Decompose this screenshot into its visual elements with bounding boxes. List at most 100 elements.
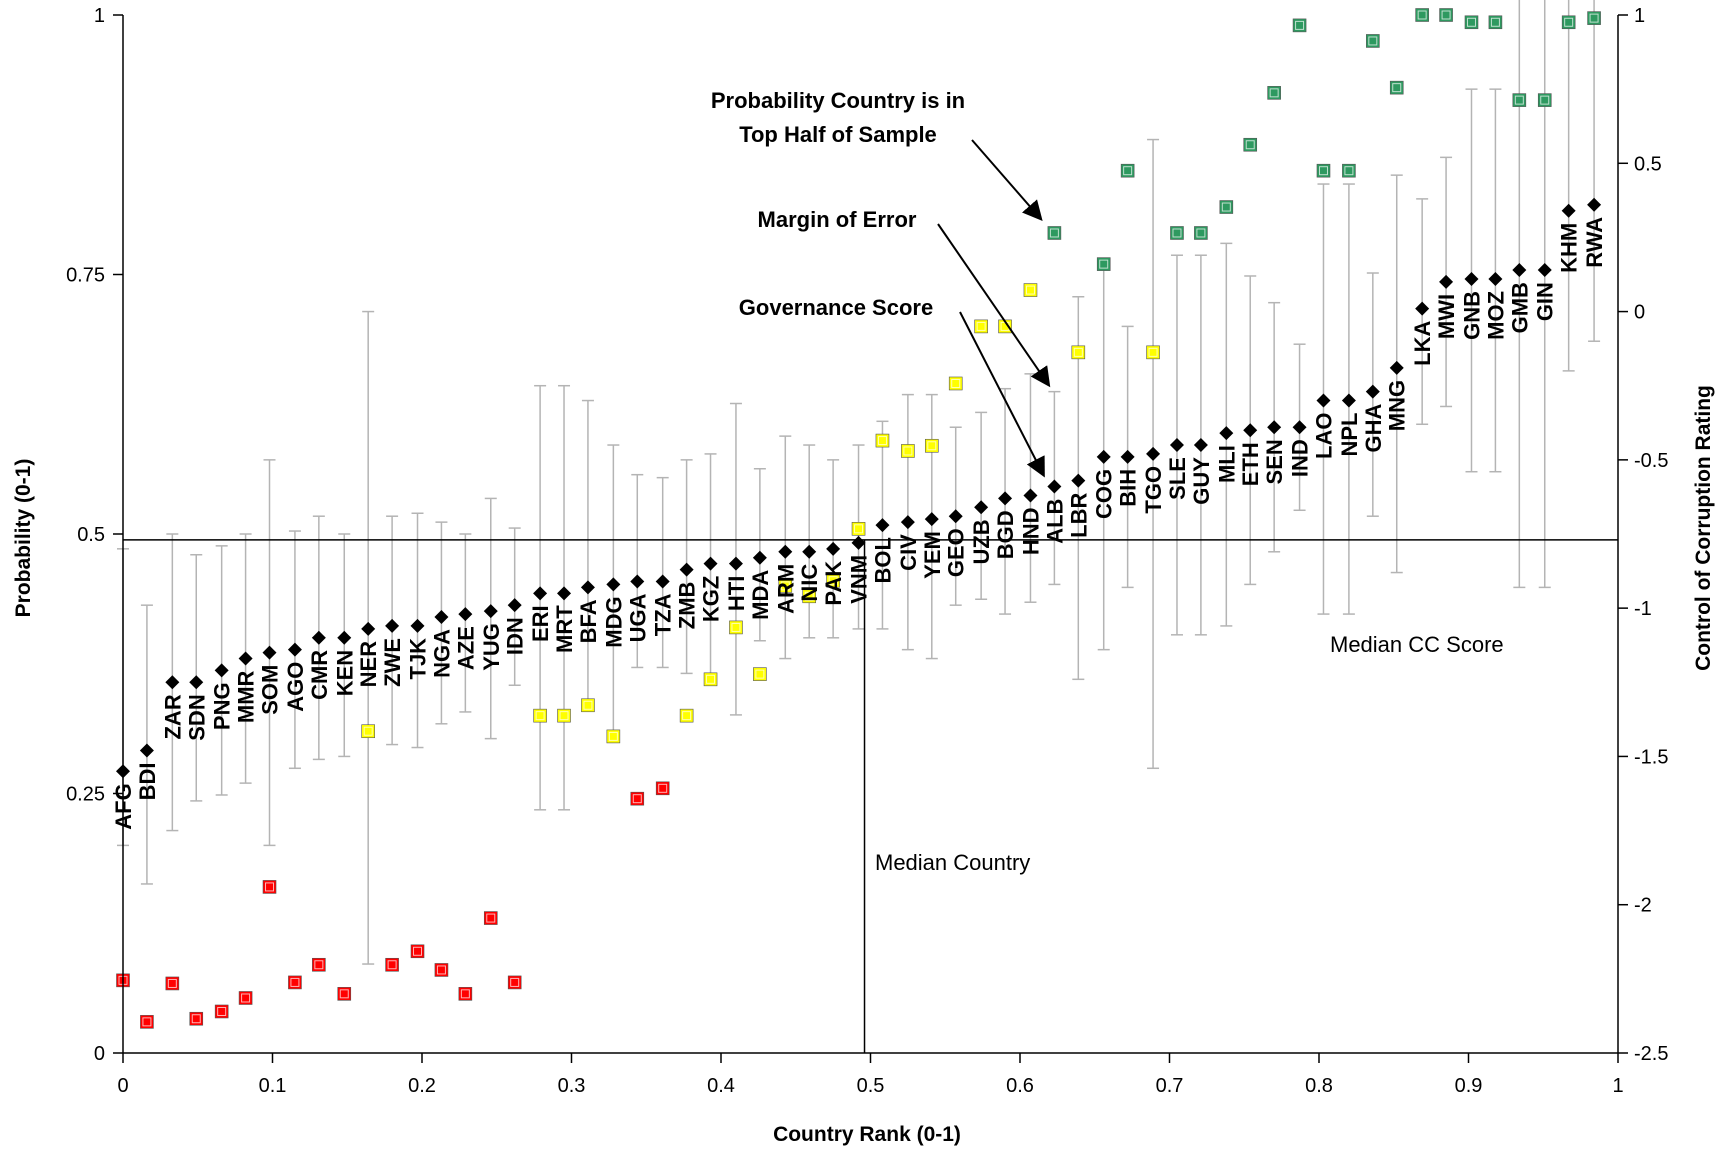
country-label: NER xyxy=(356,641,381,688)
x-tick-label: 0.2 xyxy=(408,1075,436,1097)
probability-annotation-line1: Probability Country is in xyxy=(711,88,965,113)
governance-score-point xyxy=(533,586,548,601)
country-label: LBR xyxy=(1066,493,1091,538)
country-label: NGA xyxy=(429,629,454,678)
probability-point xyxy=(1096,257,1111,271)
country-label: GMB xyxy=(1507,282,1532,333)
error-bar xyxy=(631,473,644,669)
probability-point xyxy=(1243,137,1258,152)
probability-point xyxy=(1488,15,1503,30)
governance-score-point xyxy=(1047,479,1062,494)
country-label: KEN xyxy=(332,650,357,696)
probability-point xyxy=(703,672,718,687)
governance-score-point xyxy=(998,491,1013,506)
governance-score-point xyxy=(361,621,376,636)
country-label: IND xyxy=(1288,439,1313,477)
governance-score-point xyxy=(778,544,793,559)
probability-point xyxy=(778,579,793,593)
x-tick-label: 0.7 xyxy=(1156,1075,1184,1097)
governance-score-point xyxy=(557,586,572,601)
governance-score-point xyxy=(924,512,939,527)
country-label: GHA xyxy=(1361,404,1386,453)
error-bar xyxy=(581,399,594,707)
error-bar xyxy=(362,310,375,965)
governance-score-point xyxy=(1292,420,1307,435)
probability-point xyxy=(1219,200,1234,214)
y-tick-label: 0.75 xyxy=(66,265,105,287)
probability-point xyxy=(729,620,743,635)
governance-score-point xyxy=(948,509,963,524)
probability-point xyxy=(238,991,253,1005)
country-label: SOM xyxy=(258,665,283,715)
governance-score-point xyxy=(410,618,425,633)
country-label: HTI xyxy=(724,576,749,611)
error-bar xyxy=(925,393,938,660)
probability-point xyxy=(189,1011,204,1026)
probability-point xyxy=(1439,8,1453,22)
probability-point xyxy=(410,944,425,959)
x-tick-label: 0.5 xyxy=(857,1075,885,1097)
probability-point xyxy=(557,708,571,723)
x-tick-label: 0.4 xyxy=(707,1075,735,1097)
error-bar xyxy=(1538,0,1551,589)
governance-score-point xyxy=(1267,420,1282,435)
error-bar xyxy=(338,533,351,758)
governance-score-point xyxy=(165,675,180,690)
country-label: MOZ xyxy=(1483,291,1508,340)
probability-point xyxy=(312,957,326,972)
x-tick-label: 0.9 xyxy=(1455,1075,1483,1097)
probability-point xyxy=(1464,15,1479,30)
governance-score-point xyxy=(1071,473,1086,488)
governance-score-point xyxy=(139,743,154,758)
y-tick-label: 1 xyxy=(94,5,105,27)
country-label: IDN xyxy=(503,617,528,655)
country-label: CIV xyxy=(896,534,921,571)
probability-point xyxy=(288,975,302,990)
governance-score-point xyxy=(311,630,326,645)
y-ticks: 0 0.25 0.5 0.75 1 xyxy=(66,5,123,1065)
governance-score-point xyxy=(238,651,253,666)
reference-lines xyxy=(123,539,1618,1053)
probability-point xyxy=(165,976,180,991)
governance-score-point xyxy=(1488,271,1503,286)
y2-tick-label: -1 xyxy=(1634,598,1652,620)
probability-point xyxy=(1071,345,1086,360)
probability-point xyxy=(630,791,645,806)
country-label: ALB xyxy=(1042,499,1067,544)
probability-point xyxy=(1561,15,1576,30)
error-bar xyxy=(803,444,816,639)
y2-tick-label: 0.5 xyxy=(1634,153,1662,175)
governance-score-point xyxy=(826,541,841,556)
error-bar xyxy=(656,476,669,669)
probability-point xyxy=(802,589,817,604)
governance-score-point xyxy=(1243,423,1258,438)
probability-point xyxy=(361,724,375,739)
governance-score-point xyxy=(580,580,595,595)
governance-score-arrow xyxy=(959,311,1045,478)
probability-point xyxy=(507,975,522,990)
y2-ticks: -2.5 -2 -1.5 -1 -0.5 0 0.5 1 xyxy=(1618,5,1668,1065)
country-label: BFA xyxy=(576,599,601,643)
probability-markers xyxy=(116,8,1601,1029)
country-label: RWA xyxy=(1582,217,1607,268)
y2-tick-label: -1.5 xyxy=(1634,746,1668,768)
probability-point xyxy=(655,781,670,796)
country-label: NPL xyxy=(1337,413,1362,457)
country-label: YEM xyxy=(920,531,945,579)
governance-score-point xyxy=(1439,274,1454,289)
country-label: BDI xyxy=(135,762,160,800)
probability-point xyxy=(434,963,449,977)
y-tick-label: 0.25 xyxy=(66,784,105,806)
country-label: MDG xyxy=(601,596,626,647)
governance-score-point xyxy=(655,574,670,589)
country-label: AZE xyxy=(453,626,478,670)
country-label: KHM xyxy=(1557,223,1582,273)
governance-score-point xyxy=(1587,197,1602,212)
governance-score-point xyxy=(679,562,694,577)
governance-score-point xyxy=(385,618,400,633)
country-label: PNG xyxy=(210,682,235,730)
probability-annotation-line2: Top Half of Sample xyxy=(739,122,937,147)
country-label: UGA xyxy=(625,593,650,642)
probability-point xyxy=(337,987,352,1001)
country-label: CMR xyxy=(307,650,332,700)
